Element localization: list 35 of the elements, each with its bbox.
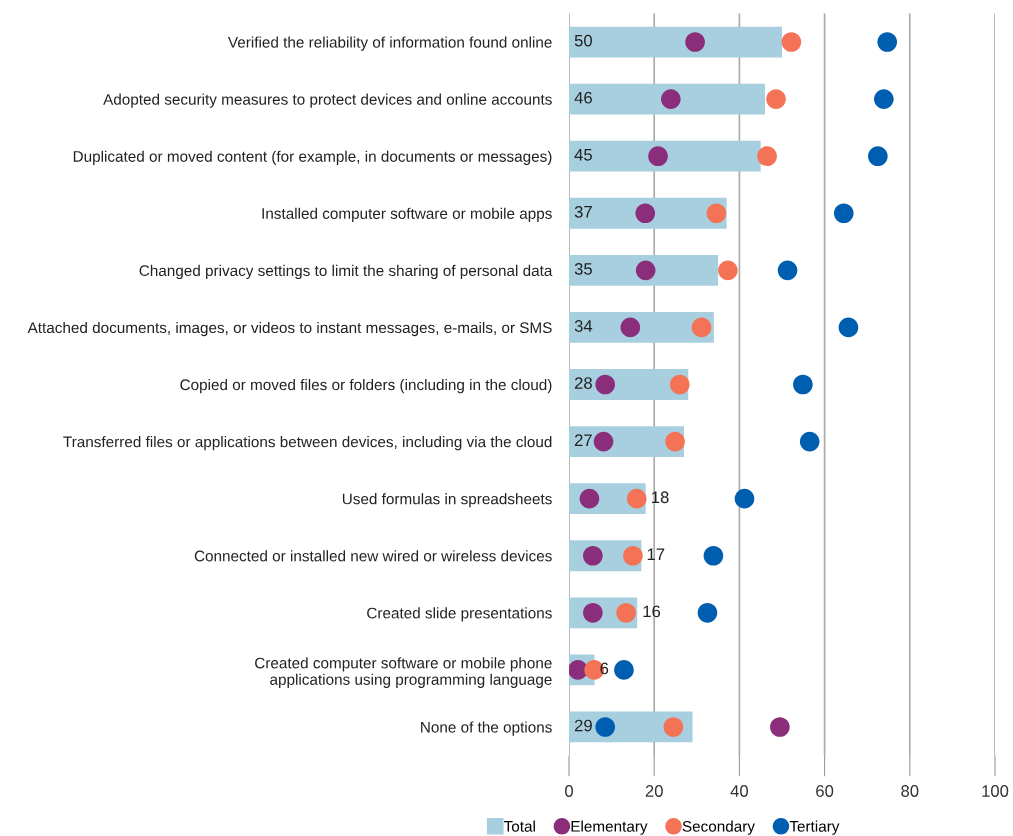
data-label: 34: [574, 320, 593, 332]
data-label: 29: [574, 719, 592, 732]
legend-label: Secondary: [682, 820, 755, 835]
y-tick-label: Changed privacy settings to limit the sharing of personal data: [139, 264, 553, 280]
data-label: 27: [574, 434, 592, 446]
x-tick-label: 100: [982, 785, 1009, 797]
y-tick-label: Transferred files or applications between devices, including via the cloud: [63, 436, 552, 451]
x-tick-label: 40: [730, 785, 749, 797]
x-tick-label: 0: [565, 785, 573, 797]
y-tick-label: Copied or moved files or folders (including in the cloud): [180, 378, 552, 394]
y-tick-label: Verified the reliability of information found online: [228, 36, 552, 51]
y-tick-label: Installed computer software or mobile apps: [262, 207, 552, 222]
y-tick-label: Duplicated or moved content (for example, in documents or messages): [73, 150, 552, 165]
legend-label: Elementary: [571, 820, 648, 835]
y-tick-label: None of the options: [421, 721, 552, 736]
x-tick-label: 80: [901, 785, 919, 797]
legend-label: Tertiary: [789, 820, 840, 835]
data-label: 16: [643, 605, 661, 618]
data-label: 35: [574, 263, 592, 275]
x-tick-label: 60: [816, 785, 834, 797]
y-tick-label: Adopted security measures to protect devices and online accounts: [103, 93, 552, 108]
y-tick-label: Connected or installed new wired or wireless devices: [194, 550, 552, 562]
data-label: 18: [652, 491, 669, 504]
legend-label: Total: [504, 820, 535, 832]
data-label: 50: [574, 34, 592, 47]
y-tick-label: Used formulas in spreadsheets: [342, 493, 552, 508]
data-label: 46: [574, 91, 592, 104]
y-tick-label: Created computer software or mobile phone applications using programming language: [255, 657, 552, 688]
data-label: 17: [647, 548, 665, 561]
y-tick-label: Attached documents, images, or videos to instant messages, e-mails, or SMS: [27, 321, 552, 337]
data-label: 37: [574, 205, 592, 218]
x-tick-label: 20: [645, 785, 663, 797]
data-label: 28: [574, 377, 592, 389]
y-tick-label: Created slide presentations: [367, 607, 552, 622]
data-label: 45: [574, 149, 592, 161]
